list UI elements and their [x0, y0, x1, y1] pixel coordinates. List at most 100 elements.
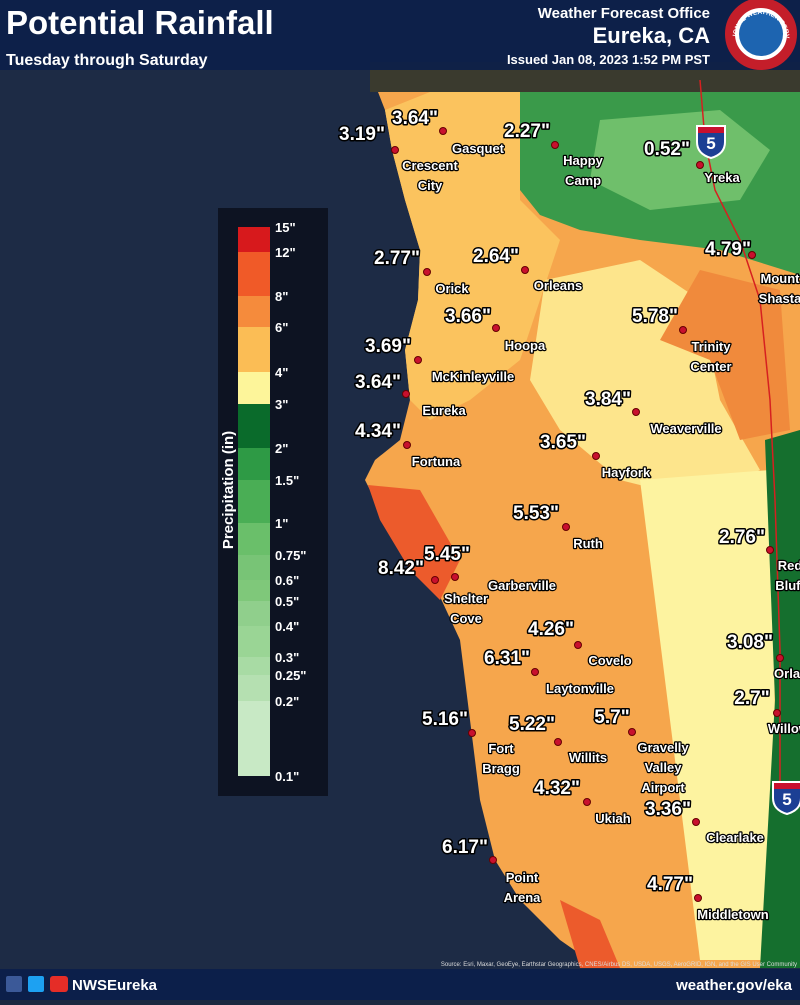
station-dot	[439, 127, 447, 135]
station-dot	[766, 546, 774, 554]
station-name: Gravelly	[637, 740, 689, 755]
legend-swatch	[238, 555, 270, 580]
twitter-icon[interactable]	[28, 976, 44, 992]
title: Potential Rainfall	[6, 4, 274, 41]
station-value: 5.53"	[513, 503, 559, 524]
station: 4.34" Fortuna	[354, 420, 463, 471]
station: 5.16" Fort Bragg	[421, 708, 522, 778]
attribution: Source: Esri, Maxar, GeoEye, Earthstar G…	[441, 962, 797, 968]
station-name: McKinleyville	[432, 369, 514, 384]
legend-label: 1"	[275, 516, 288, 531]
footer-handle[interactable]: NWSEureka	[72, 977, 158, 994]
station-name: Covelo	[588, 653, 631, 668]
station-name: Weaverville	[650, 421, 721, 436]
station-value: 2.77"	[374, 248, 420, 269]
station-dot	[451, 573, 459, 581]
station-dot	[391, 146, 399, 154]
station: 3.65" Hayfork	[539, 431, 653, 482]
station-name: City	[418, 178, 443, 193]
station: 8.42" Shelter Cove	[377, 557, 490, 628]
station: 5.53" Ruth	[512, 502, 605, 553]
station-name: Hoopa	[505, 338, 546, 353]
issued: Issued Jan 08, 2023 1:52 PM PST	[507, 52, 710, 67]
land-light-yellow	[640, 470, 780, 960]
subtitle: Tuesday through Saturday	[6, 52, 208, 69]
station: 5.22" Willits	[508, 713, 609, 767]
station-dot	[679, 326, 687, 334]
station: 2.77" Orick	[373, 247, 471, 298]
legend-swatch	[238, 480, 270, 523]
station-name: Trinity	[691, 339, 731, 354]
legend-label: 0.1"	[275, 769, 299, 784]
station-value: 0.52"	[644, 139, 690, 160]
station-name: Fort	[488, 741, 514, 756]
youtube-icon[interactable]	[50, 976, 68, 992]
station-value: 3.64"	[392, 108, 438, 129]
station-dot	[431, 576, 439, 584]
station-dot	[776, 654, 784, 662]
station-name: Clearlake	[706, 830, 764, 845]
station: 4.77" Middletown	[646, 873, 771, 924]
station-value: 3.64"	[355, 372, 401, 393]
legend-bar: 15" 12" 8" 6" 4" 3" 2" 1.5" 1" 0.75" 0.6" 0.5" 0.4" 0…	[238, 220, 306, 784]
legend-label: 8"	[275, 289, 288, 304]
station: 4.26" Covelo	[527, 618, 633, 670]
station-name: Willows	[768, 721, 800, 736]
station-value: 4.77"	[647, 874, 693, 895]
station-name: Camp	[565, 173, 601, 188]
station-value: 4.26"	[528, 619, 574, 640]
legend-label: 1.5"	[275, 473, 299, 488]
legend-label: 0.3"	[275, 650, 299, 665]
legend-label: 4"	[275, 365, 288, 380]
station-dot	[773, 709, 781, 717]
station: 6.31" Laytonville	[483, 647, 616, 698]
station-dot	[592, 452, 600, 460]
legend-label: 2"	[275, 441, 288, 456]
station-dot	[521, 266, 529, 274]
station-name: Ruth	[573, 536, 603, 551]
station-dot	[583, 798, 591, 806]
station-value: 6.17"	[442, 837, 488, 858]
station-dot	[574, 641, 582, 649]
station-name: Valley	[645, 760, 683, 775]
station-name: Gasquet	[452, 141, 505, 156]
header-bg	[0, 0, 800, 70]
station: 2.76" Red Bluff	[718, 526, 800, 595]
shield	[772, 781, 800, 816]
footer-url[interactable]: weather.gov/eka	[675, 977, 793, 994]
legend-box	[218, 208, 328, 796]
station-value: 2.7"	[734, 688, 769, 709]
legend-label: 0.25"	[275, 668, 306, 683]
station-name: Cove	[450, 611, 482, 626]
legend-swatch	[238, 626, 270, 657]
station-name: Middletown	[697, 907, 769, 922]
station-name: Hayfork	[602, 465, 651, 480]
station: 6.17" Point Arena	[441, 836, 543, 907]
station-dot	[632, 408, 640, 416]
station-value: 3.08"	[727, 632, 773, 653]
location: Eureka, CA	[593, 23, 710, 48]
station-dot	[628, 728, 636, 736]
facebook-icon[interactable]	[6, 976, 22, 992]
station-name: Ukiah	[595, 811, 630, 826]
station: 2.27" Happy Camp	[503, 120, 605, 190]
station-value: 3.65"	[540, 432, 586, 453]
station: 3.19" Crescent City	[338, 123, 460, 195]
legend-swatch	[238, 523, 270, 555]
station-dot	[562, 523, 570, 531]
station-name: Red	[778, 558, 800, 573]
shield-top	[774, 783, 800, 789]
station-dot	[748, 251, 756, 259]
station-dot	[423, 268, 431, 276]
station: 3.66" Hoopa	[444, 305, 548, 355]
station-value: 3.84"	[585, 389, 631, 410]
station: 5.78" Trinity Center	[631, 305, 733, 376]
station: 3.36" Clearlake	[644, 798, 766, 847]
station-name: Happy	[563, 153, 604, 168]
station-name: Orland	[774, 666, 800, 681]
station: 3.64" Eureka	[354, 371, 468, 420]
footer-bg	[0, 969, 800, 1000]
legend-swatch	[238, 372, 270, 404]
station-dot	[492, 324, 500, 332]
station-name: Fortuna	[412, 454, 461, 469]
